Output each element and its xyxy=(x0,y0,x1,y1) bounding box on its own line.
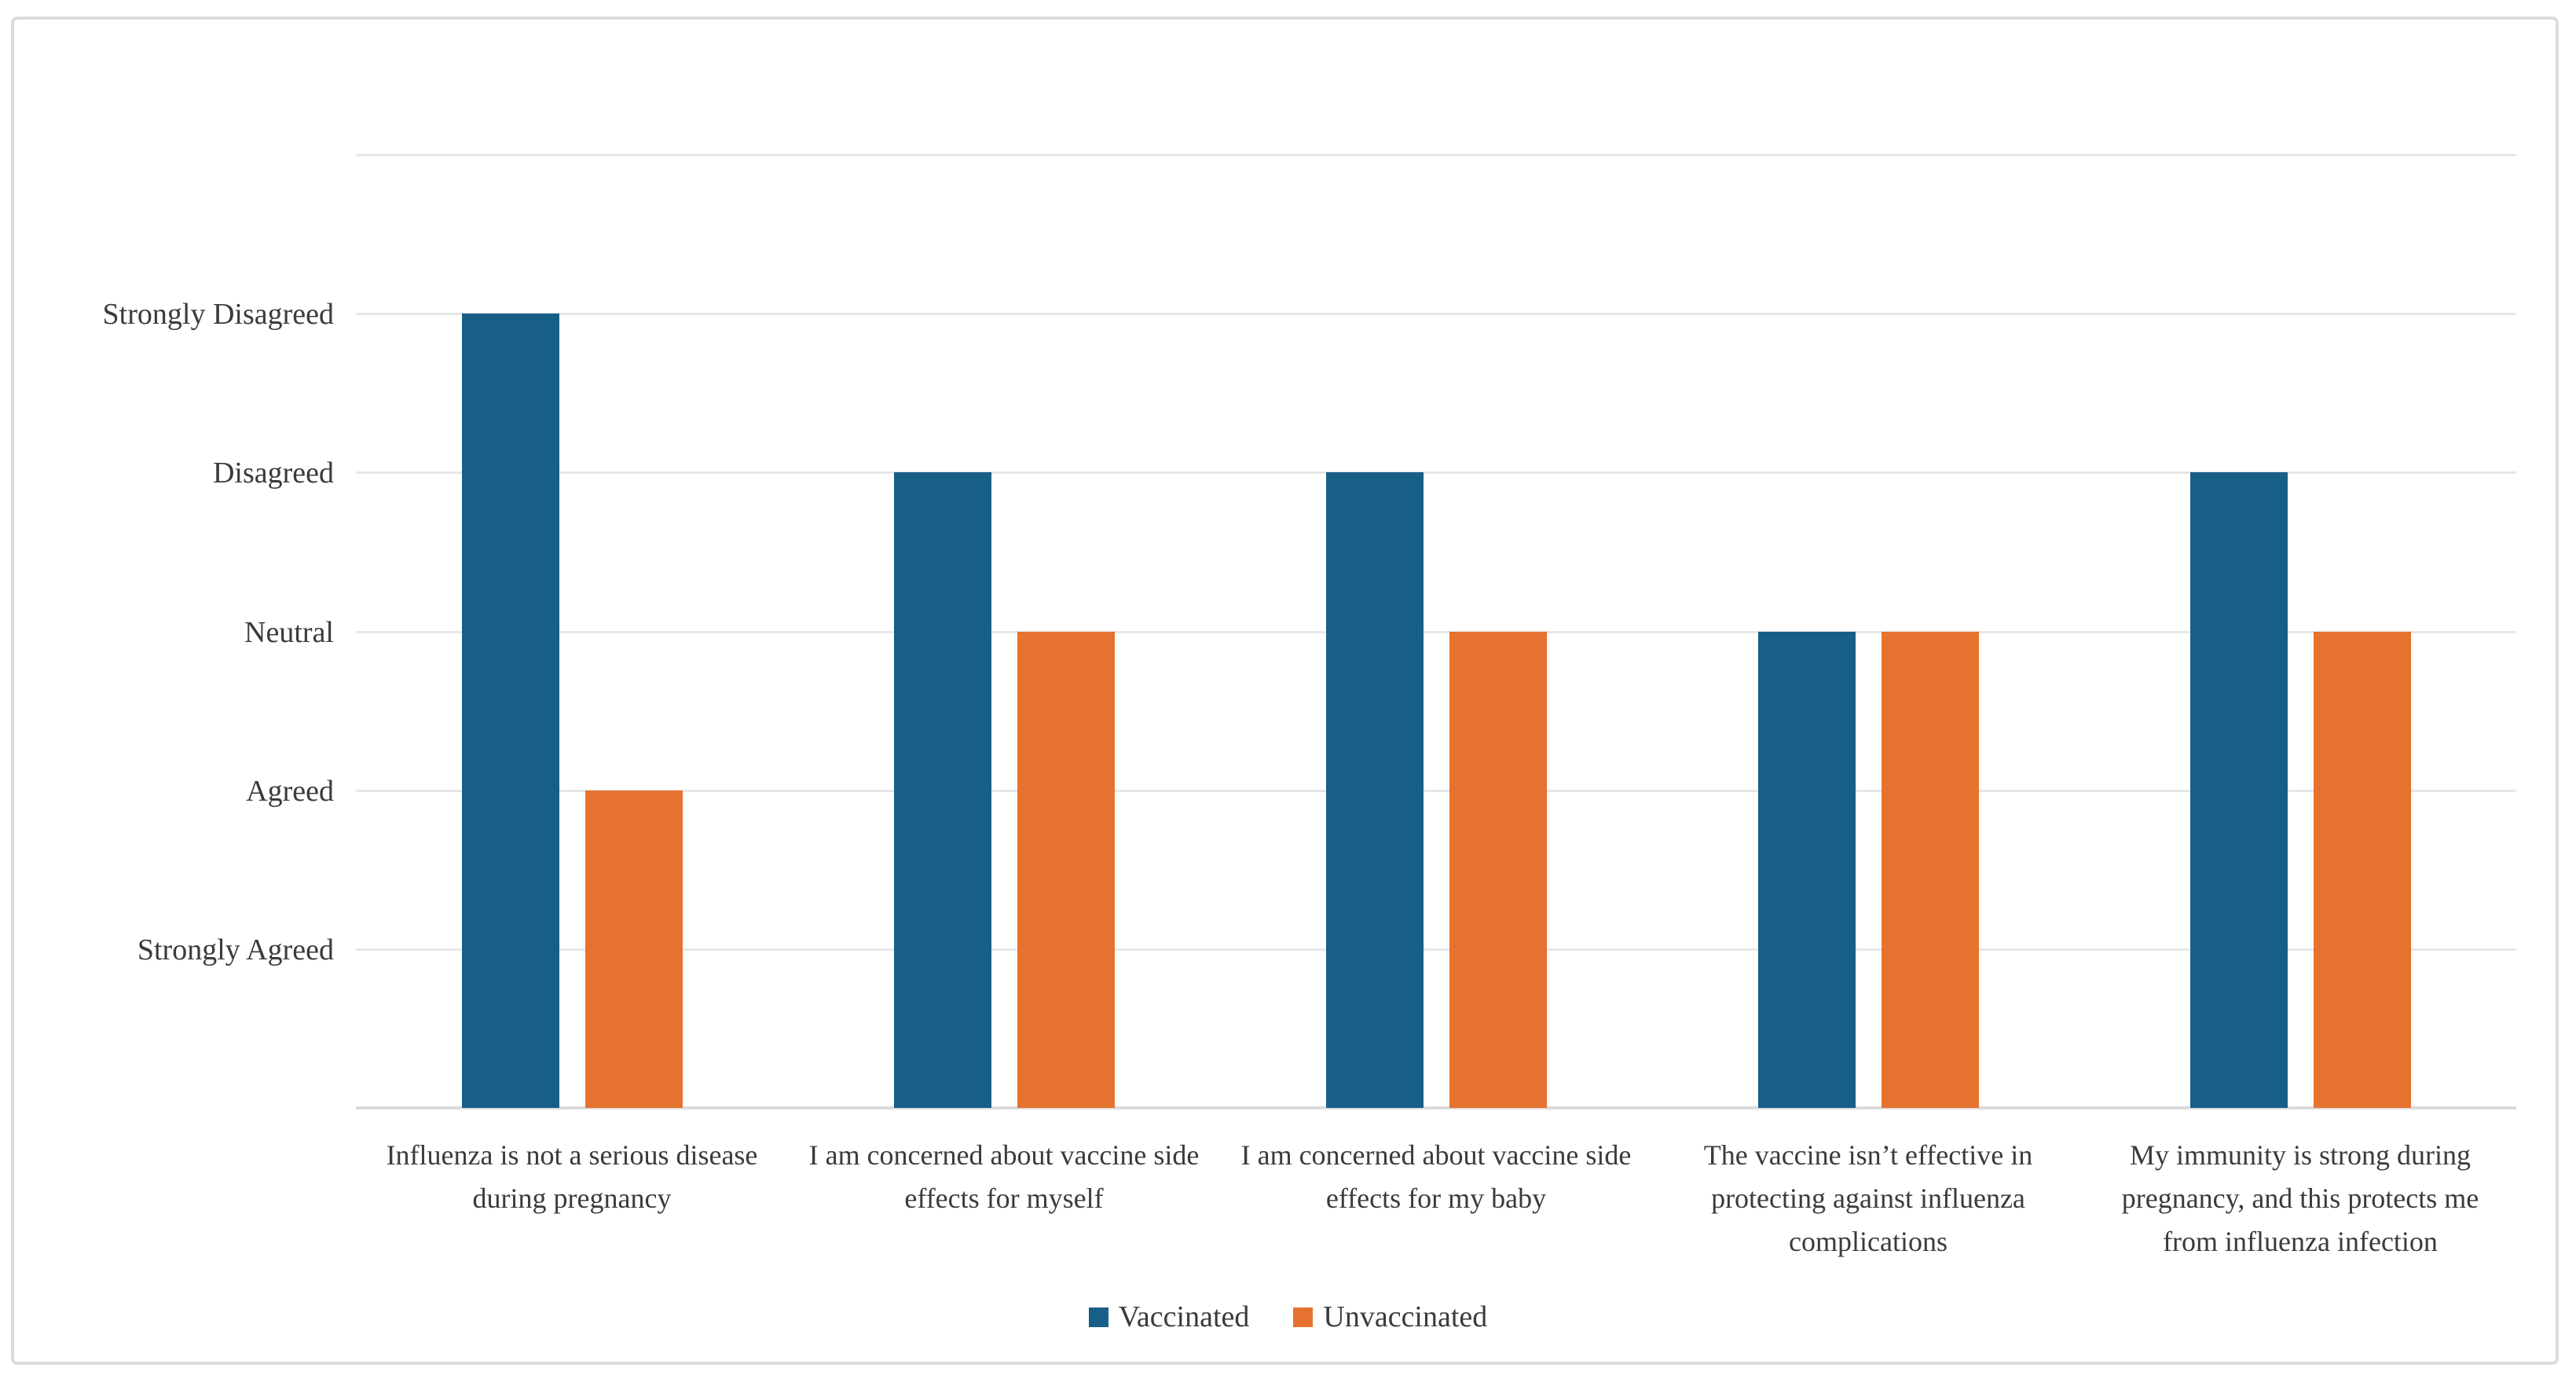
bar-unvaccinated-5 xyxy=(2313,631,2411,1108)
x-axis-label: The vaccine isn’t effective in protectin… xyxy=(1703,1139,2033,1257)
y-axis-label: Strongly Disagreed xyxy=(102,298,334,332)
legend: Vaccinated Unvaccinated xyxy=(0,1289,2576,1345)
x-axis-label: My immunity is strong during pregnancy, … xyxy=(2121,1139,2479,1257)
bar-vaccinated-3 xyxy=(1325,472,1424,1108)
gridline xyxy=(356,471,2516,475)
bar-vaccinated-5 xyxy=(2189,472,2288,1108)
gridline xyxy=(356,313,2516,316)
gridline xyxy=(356,154,2516,156)
figure-border xyxy=(11,17,2559,1365)
bar-unvaccinated-1 xyxy=(584,790,683,1108)
x-axis-label: I am concerned about vaccine side effect… xyxy=(808,1139,1200,1214)
bar-unvaccinated-2 xyxy=(1017,631,1115,1108)
bar-vaccinated-4 xyxy=(1757,631,1856,1108)
y-axis-label: Disagreed xyxy=(212,457,334,490)
y-axis-label: Strongly Agreed xyxy=(137,933,334,966)
legend-item-vaccinated: Vaccinated xyxy=(1088,1300,1250,1334)
legend-swatch-unvaccinated xyxy=(1293,1307,1314,1327)
bar-vaccinated-1 xyxy=(461,314,559,1108)
x-axis-line xyxy=(356,1106,2516,1109)
gridline xyxy=(356,630,2516,633)
bar-vaccinated-2 xyxy=(893,472,991,1108)
x-axis-label: I am concerned about vaccine side effect… xyxy=(1240,1139,1632,1214)
legend-label: Vaccinated xyxy=(1118,1300,1250,1333)
gridline xyxy=(356,948,2516,951)
bar-unvaccinated-4 xyxy=(1881,631,1979,1108)
gridline xyxy=(356,789,2516,792)
y-axis-label: Neutral xyxy=(244,615,334,649)
legend-swatch-vaccinated xyxy=(1088,1307,1108,1327)
legend-item-unvaccinated: Unvaccinated xyxy=(1293,1300,1487,1334)
y-axis-label: Agreed xyxy=(246,774,334,808)
bar-unvaccinated-3 xyxy=(1449,631,1547,1108)
x-axis-label: Influenza is not a serious disease durin… xyxy=(386,1139,758,1214)
legend-label: Unvaccinated xyxy=(1323,1300,1488,1333)
